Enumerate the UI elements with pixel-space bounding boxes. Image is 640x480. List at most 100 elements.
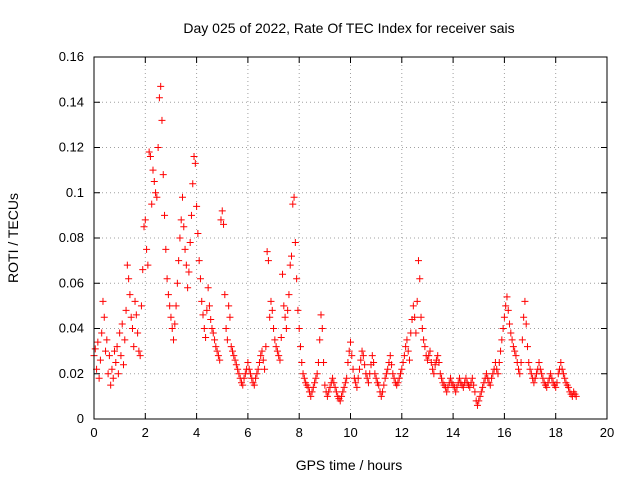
- data-point: [207, 315, 215, 323]
- data-point: [355, 365, 363, 373]
- data-point: [497, 347, 505, 355]
- data-point: [515, 365, 523, 373]
- data-point: [162, 245, 170, 253]
- data-point: [377, 392, 385, 400]
- data-point: [246, 370, 254, 378]
- data-point: [139, 266, 147, 274]
- data-point: [565, 383, 573, 391]
- data-point: [289, 200, 297, 208]
- data-point: [245, 365, 253, 373]
- data-point: [547, 370, 555, 378]
- data-point: [158, 116, 166, 124]
- data-point: [323, 392, 331, 400]
- data-point: [261, 365, 269, 373]
- data-point: [507, 329, 515, 337]
- y-tick-label: 0.12: [59, 140, 84, 155]
- data-point: [155, 94, 163, 102]
- data-point: [518, 336, 526, 344]
- data-point: [435, 358, 443, 366]
- data-point: [280, 302, 288, 310]
- data-point: [275, 352, 283, 360]
- data-point: [296, 343, 304, 351]
- data-point: [196, 275, 204, 283]
- data-point: [226, 313, 234, 321]
- data-point: [253, 370, 261, 378]
- data-point: [128, 325, 136, 332]
- data-point: [452, 388, 460, 396]
- data-point: [459, 383, 467, 391]
- data-point: [404, 347, 412, 355]
- data-point: [423, 356, 431, 364]
- data-point: [217, 216, 225, 224]
- y-tick-label: 0.14: [59, 94, 84, 109]
- data-point: [175, 257, 183, 265]
- data-point: [135, 347, 143, 355]
- data-point: [416, 275, 424, 283]
- y-axis-label: ROTI / TECUs: [5, 193, 21, 283]
- data-point: [430, 370, 438, 378]
- data-point: [202, 334, 210, 342]
- data-point: [526, 365, 534, 373]
- data-point: [311, 379, 319, 387]
- data-point: [543, 383, 551, 391]
- data-point: [499, 325, 507, 332]
- data-point: [429, 365, 437, 373]
- data-point: [539, 374, 547, 382]
- data-point: [146, 153, 154, 161]
- data-point: [493, 365, 501, 373]
- data-point: [99, 297, 107, 305]
- data-point: [94, 338, 102, 346]
- data-point: [495, 358, 503, 366]
- data-point: [426, 347, 434, 355]
- data-point: [214, 352, 222, 360]
- data-point: [258, 347, 266, 355]
- data-point: [284, 306, 292, 314]
- data-point: [512, 352, 520, 360]
- data-point: [561, 374, 569, 382]
- data-point: [200, 325, 208, 332]
- data-point: [180, 223, 188, 231]
- data-point: [239, 381, 247, 389]
- data-point: [104, 370, 112, 378]
- data-point: [159, 171, 167, 179]
- data-point: [313, 370, 321, 378]
- data-point: [343, 374, 351, 382]
- data-point: [348, 352, 356, 360]
- data-point: [453, 383, 461, 391]
- data-point: [425, 352, 433, 360]
- data-point: [530, 379, 538, 387]
- data-point: [229, 347, 237, 355]
- x-tick-label: 18: [548, 425, 562, 440]
- data-point: [308, 388, 316, 396]
- data-point: [221, 291, 229, 299]
- data-point: [353, 383, 361, 391]
- data-point: [102, 347, 110, 355]
- data-point: [204, 284, 212, 292]
- data-point: [329, 374, 337, 382]
- data-point: [320, 358, 328, 366]
- data-point: [386, 352, 394, 360]
- data-point: [436, 370, 444, 378]
- data-point: [330, 379, 338, 387]
- data-point: [331, 383, 339, 391]
- data-point: [186, 239, 194, 247]
- data-point: [494, 370, 502, 378]
- data-point: [368, 352, 376, 360]
- data-point: [286, 261, 294, 269]
- data-point: [255, 358, 263, 366]
- data-point: [538, 370, 546, 378]
- data-point: [336, 397, 344, 405]
- data-point: [252, 374, 260, 382]
- data-point: [91, 345, 99, 353]
- chart-title: Day 025 of 2022, Rate Of TEC Index for r…: [183, 20, 514, 36]
- data-point: [420, 336, 428, 344]
- data-point: [166, 302, 174, 310]
- data-point: [173, 279, 181, 287]
- data-point: [500, 313, 508, 321]
- data-point: [316, 336, 324, 344]
- data-point: [288, 252, 296, 260]
- data-point: [143, 245, 151, 253]
- data-point: [397, 370, 405, 378]
- data-point: [361, 361, 369, 369]
